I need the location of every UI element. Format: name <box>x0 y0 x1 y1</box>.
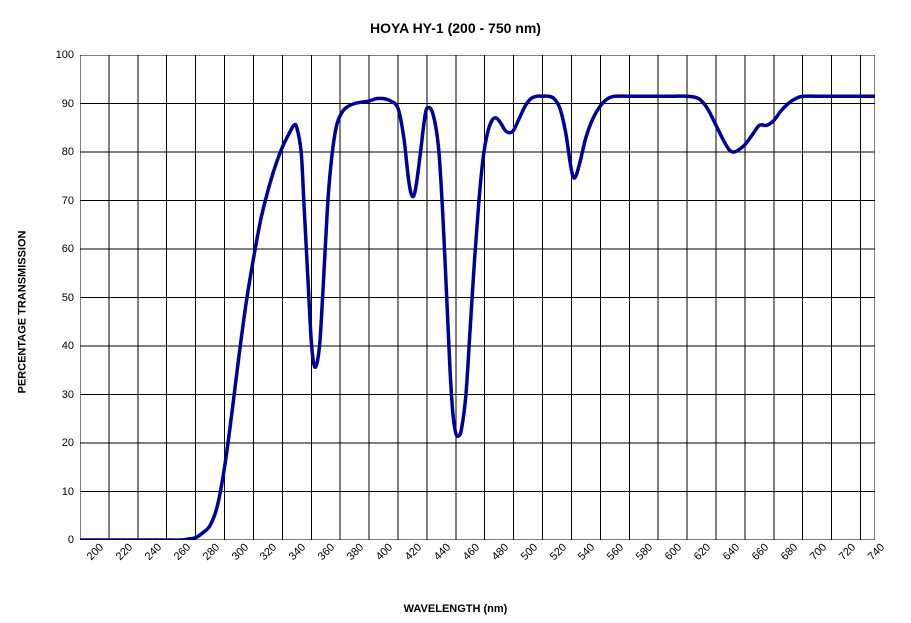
y-tick-label: 70 <box>62 195 80 207</box>
x-tick-label: 360 <box>315 540 338 563</box>
x-tick-label: 620 <box>690 540 713 563</box>
y-axis-label: PERCENTAGE TRANSMISSION <box>12 0 32 623</box>
x-tick-label: 320 <box>257 540 280 563</box>
plot-area: 2002202402602803003203403603804004204404… <box>80 55 875 540</box>
x-axis-label: WAVELENGTH (nm) <box>0 603 911 615</box>
y-tick-label: 80 <box>62 146 80 158</box>
x-tick-label: 500 <box>517 540 540 563</box>
y-tick-label: 20 <box>62 437 80 449</box>
y-tick-label: 30 <box>62 389 80 401</box>
y-tick-label: 0 <box>68 534 80 546</box>
x-tick-label: 700 <box>806 540 829 563</box>
chart-svg <box>80 55 875 540</box>
y-tick-label: 40 <box>62 340 80 352</box>
x-tick-label: 660 <box>748 540 771 563</box>
chart-title: HOYA HY-1 (200 - 750 nm) <box>0 20 911 36</box>
x-tick-label: 720 <box>835 540 858 563</box>
y-tick-label: 90 <box>62 98 80 110</box>
chart-figure: HOYA HY-1 (200 - 750 nm) PERCENTAGE TRAN… <box>0 0 911 623</box>
x-tick-label: 300 <box>228 540 251 563</box>
y-tick-label: 10 <box>62 486 80 498</box>
x-tick-label: 240 <box>141 540 164 563</box>
x-tick-label: 480 <box>488 540 511 563</box>
y-tick-label: 50 <box>62 292 80 304</box>
x-tick-label: 280 <box>199 540 222 563</box>
x-tick-label: 520 <box>546 540 569 563</box>
x-tick-label: 680 <box>777 540 800 563</box>
x-tick-label: 740 <box>864 540 887 563</box>
y-tick-label: 60 <box>62 243 80 255</box>
x-tick-label: 220 <box>112 540 135 563</box>
x-tick-label: 560 <box>604 540 627 563</box>
x-tick-label: 200 <box>83 540 106 563</box>
x-tick-label: 420 <box>401 540 424 563</box>
y-tick-label: 100 <box>56 49 80 61</box>
x-tick-label: 380 <box>344 540 367 563</box>
x-tick-label: 440 <box>430 540 453 563</box>
x-tick-label: 640 <box>719 540 742 563</box>
x-tick-label: 460 <box>459 540 482 563</box>
x-tick-label: 540 <box>575 540 598 563</box>
x-tick-label: 260 <box>170 540 193 563</box>
x-tick-label: 400 <box>372 540 395 563</box>
x-tick-label: 600 <box>662 540 685 563</box>
x-tick-label: 580 <box>633 540 656 563</box>
x-tick-label: 340 <box>286 540 309 563</box>
